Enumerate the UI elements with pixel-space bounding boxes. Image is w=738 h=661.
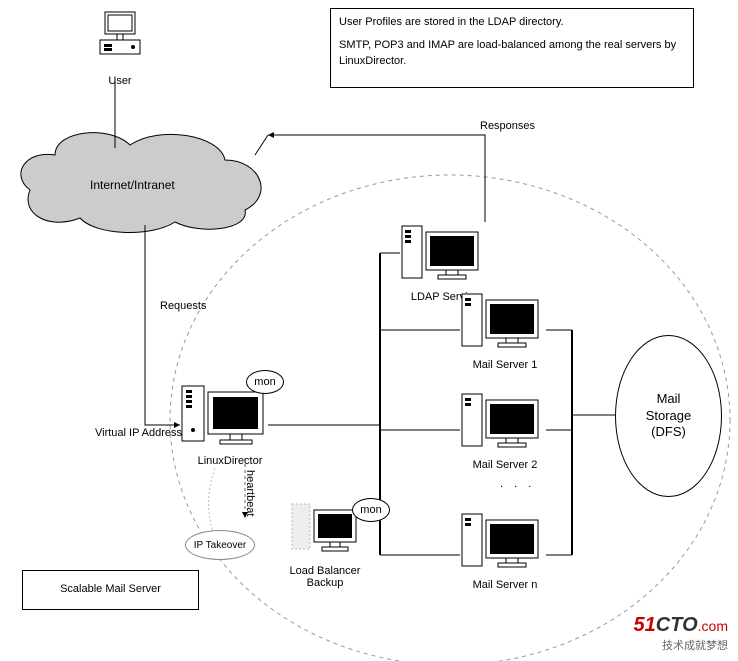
mail-server-1-label: Mail Server 1 <box>460 359 550 371</box>
mail-server-2-node: Mail Server 2 <box>460 390 550 471</box>
mail-server-1-node: Mail Server 1 <box>460 290 550 371</box>
server-icon <box>460 390 550 454</box>
logo-com: .com <box>698 618 728 634</box>
server-icon <box>460 510 550 574</box>
linux-director-node: LinuxDirector <box>180 380 270 467</box>
user-node: User <box>95 10 145 87</box>
load-balancer-label: Load Balancer Backup <box>280 565 370 589</box>
logo-num: 51 <box>634 614 656 636</box>
ip-takeover-label: IP Takeover <box>194 540 246 551</box>
mon-label: mon <box>254 376 275 388</box>
requests-label: Requests <box>160 300 206 312</box>
server-icon <box>460 290 550 354</box>
cloud-label: Internet/Intranet <box>90 178 175 192</box>
mon-oval-backup: mon <box>352 498 390 522</box>
info-line2: SMTP, POP3 and IMAP are load-balanced am… <box>339 38 685 69</box>
edge-responses <box>268 135 485 222</box>
storage-line2: Storage <box>646 408 692 425</box>
mon-label: mon <box>360 504 381 516</box>
responses-label: Responses <box>480 120 535 132</box>
diagram-canvas: User Profiles are stored in the LDAP dir… <box>0 0 738 661</box>
info-line1: User Profiles are stored in the LDAP dir… <box>339 15 685 30</box>
storage-line1: Mail <box>657 391 681 408</box>
user-label: User <box>95 75 145 87</box>
mail-storage-node: Mail Storage (DFS) <box>615 335 722 497</box>
site-logo: 51CTO.com 技术成就梦想 <box>634 614 728 653</box>
storage-line3: (DFS) <box>651 424 686 441</box>
mail-server-n-node: Mail Server n <box>460 510 550 591</box>
caption-box: Scalable Mail Server <box>22 570 199 610</box>
caption-text: Scalable Mail Server <box>60 582 161 597</box>
mon-oval-director: mon <box>246 370 284 394</box>
server-icon <box>290 500 360 560</box>
heartbeat-label: heartbeat <box>244 470 256 516</box>
logo-tagline: 技术成就梦想 <box>634 637 728 653</box>
edge-requests <box>145 225 180 425</box>
ellipsis-dots: . . . <box>500 478 535 490</box>
edge-responses-join <box>255 135 268 155</box>
server-icon <box>400 222 490 286</box>
computer-icon <box>95 10 145 70</box>
logo-cto: CTO <box>656 614 698 636</box>
mail-server-2-label: Mail Server 2 <box>460 459 550 471</box>
linux-director-label: LinuxDirector <box>190 455 270 467</box>
mail-server-n-label: Mail Server n <box>460 579 550 591</box>
virtual-ip-label: Virtual IP Address <box>95 427 182 439</box>
info-box: User Profiles are stored in the LDAP dir… <box>330 8 694 88</box>
ip-takeover-oval: IP Takeover <box>185 530 255 560</box>
